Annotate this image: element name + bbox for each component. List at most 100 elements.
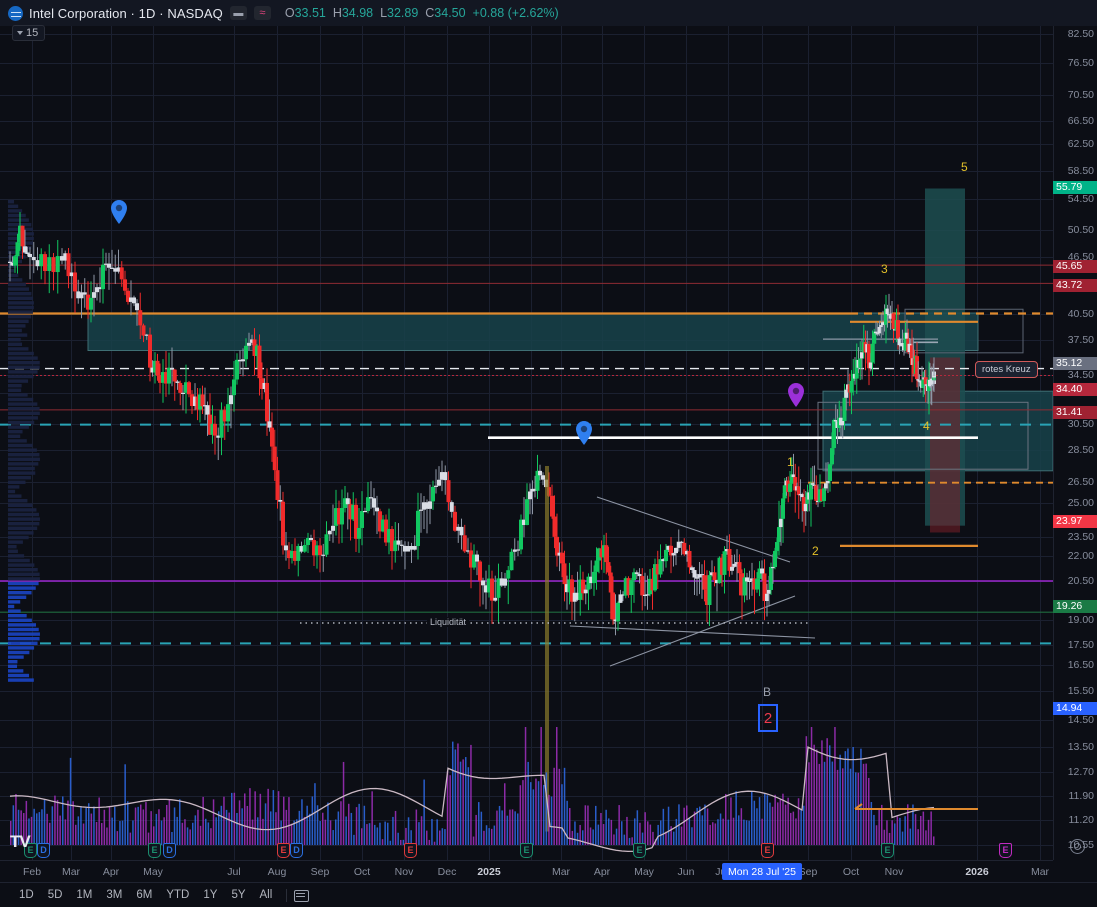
wave-label-3: 3: [881, 262, 888, 276]
gridline-v: [644, 26, 645, 860]
symbol-title[interactable]: Intel Corporation · 1D · NASDAQ: [29, 5, 223, 21]
earnings-marker-icon[interactable]: E: [277, 843, 290, 858]
gridline-h: [0, 34, 1053, 35]
date-range-icon[interactable]: [294, 889, 310, 902]
map-pin-marker-blue-mid[interactable]: [575, 421, 593, 445]
price-tick: 23.50: [1067, 531, 1094, 543]
time-tick: Mar: [61, 866, 81, 878]
price-tick: 11.20: [1068, 814, 1095, 826]
range-button-1m[interactable]: 1M: [76, 889, 93, 901]
price-tick: 19.00: [1067, 614, 1094, 626]
wave-label-2: 2: [812, 544, 819, 558]
price-tick: 50.50: [1067, 224, 1094, 236]
price-label-pill[interactable]: 55.79: [1053, 180, 1097, 194]
gridline-v: [320, 26, 321, 860]
gridline-h: [0, 393, 1053, 394]
gridline-v: [111, 26, 112, 860]
gridline-h: [0, 665, 1053, 666]
price-label-pill[interactable]: 31.41: [1053, 405, 1097, 419]
earnings-marker-icon[interactable]: E: [148, 843, 161, 858]
dividend-marker-icon[interactable]: D: [37, 843, 50, 858]
axis-settings-icon[interactable]: [1070, 839, 1085, 854]
price-label-pill[interactable]: 34.40: [1053, 382, 1097, 396]
earnings-marker-icon[interactable]: E: [881, 843, 894, 858]
price-label-pill[interactable]: 43.72: [1053, 278, 1097, 292]
wave-label-4: 4: [923, 419, 930, 433]
earnings-marker-icon[interactable]: E: [999, 843, 1012, 858]
gridline-v: [277, 26, 278, 860]
price-tick: 10.55: [1067, 839, 1094, 851]
interval-selector[interactable]: 15: [12, 25, 46, 41]
price-tick: 66.50: [1067, 115, 1094, 127]
earnings-marker-icon[interactable]: E: [404, 843, 417, 858]
gridline-h: [0, 537, 1053, 538]
high-key: H: [332, 6, 342, 20]
range-button-6m[interactable]: 6M: [136, 889, 153, 901]
open-value: 33.51: [294, 6, 326, 20]
price-tick: 76.50: [1067, 57, 1094, 69]
price-label-pill[interactable]: 23.97: [1053, 514, 1097, 528]
time-tick: Feb: [22, 866, 42, 878]
high-value: 34.98: [341, 6, 374, 20]
earnings-marker-icon[interactable]: E: [761, 843, 774, 858]
time-tick: Oct: [842, 866, 860, 878]
gridline-v: [561, 26, 562, 860]
gridline-v: [153, 26, 154, 860]
gridline-v: [32, 26, 33, 860]
gridline-h: [0, 645, 1053, 646]
gridline-h: [0, 121, 1053, 122]
gridline-v: [234, 26, 235, 860]
gridline-h: [0, 257, 1053, 258]
map-pin-marker-purple[interactable]: [787, 383, 805, 407]
range-button-5y[interactable]: 5Y: [231, 889, 246, 901]
price-tick: 12.70: [1067, 766, 1094, 778]
price-tick: 16.50: [1067, 659, 1094, 671]
price-label-pill[interactable]: 14.94: [1053, 701, 1097, 715]
boxed-number-marker[interactable]: 2: [758, 704, 778, 732]
time-tick: Dec: [437, 866, 457, 878]
time-axis[interactable]: Feb Mar Apr May Jul Aug Sep Oct Nov Dec 2025 Mar Apr…: [0, 860, 1053, 882]
indicator-icon[interactable]: ≈: [253, 6, 271, 20]
earnings-marker-icon[interactable]: E: [633, 843, 646, 858]
time-tick: Apr: [593, 866, 611, 878]
gridline-h: [0, 820, 1053, 821]
time-tick: Nov: [884, 866, 904, 878]
price-tick: 82.50: [1067, 28, 1094, 40]
map-pin-marker-blue-left[interactable]: [110, 200, 128, 224]
gridline-h: [0, 144, 1053, 145]
rotes-kreuz-callout[interactable]: rotes Kreuz: [975, 361, 1038, 378]
range-button-all[interactable]: All: [259, 889, 273, 901]
price-label-pill[interactable]: 19.26: [1053, 599, 1097, 613]
candle-style-icon[interactable]: ▬: [229, 6, 247, 20]
price-label-pill[interactable]: 35.12: [1053, 356, 1097, 370]
range-button-5d[interactable]: 5D: [47, 889, 63, 901]
gridline-h: [0, 230, 1053, 231]
time-tick: May: [143, 866, 163, 878]
range-button-ytd[interactable]: YTD: [166, 889, 190, 901]
gridline-h: [0, 620, 1053, 621]
liquidity-label: Liquidität: [427, 617, 470, 627]
interval-label: 15: [26, 27, 39, 39]
dividend-marker-icon[interactable]: D: [290, 843, 303, 858]
dividend-marker-icon[interactable]: D: [163, 843, 176, 858]
close-key: C: [425, 6, 435, 20]
chevron-down-icon: [17, 31, 23, 35]
time-tick: Mar: [551, 866, 571, 878]
earnings-marker-icon[interactable]: E: [24, 843, 37, 858]
gridline-v: [71, 26, 72, 860]
price-tick: 14.50: [1067, 714, 1094, 726]
gridline-v: [404, 26, 405, 860]
earnings-marker-icon[interactable]: E: [520, 843, 533, 858]
range-button-1y[interactable]: 1Y: [203, 889, 218, 901]
range-button-1d[interactable]: 1D: [19, 889, 34, 901]
price-label-pill[interactable]: 45.65: [1053, 259, 1097, 273]
gridline-v: [686, 26, 687, 860]
range-button-3m[interactable]: 3M: [106, 889, 123, 901]
time-tick: Oct: [353, 866, 371, 878]
price-tick: 26.50: [1067, 476, 1094, 488]
price-axis[interactable]: USD 82.5076.5070.5066.5062.5058.5054.505…: [1053, 0, 1097, 860]
price-tick: 37.50: [1067, 334, 1094, 346]
gridline-v: [489, 26, 490, 860]
gridline-h: [0, 747, 1053, 748]
